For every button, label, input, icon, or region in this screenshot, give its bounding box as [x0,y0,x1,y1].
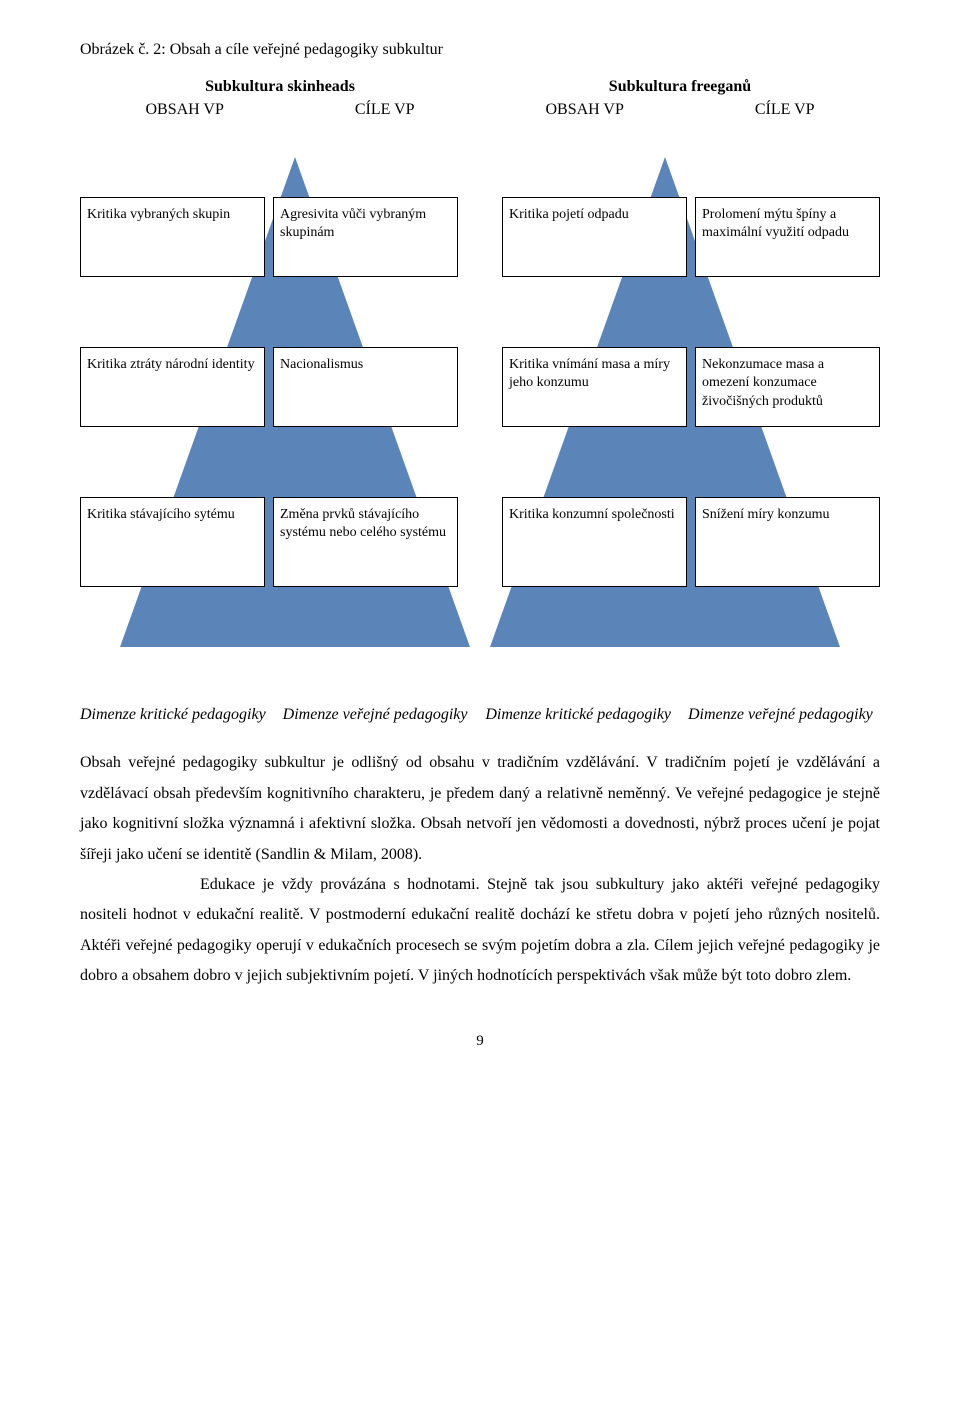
diagram-headers: Subkultura skinheads OBSAH VP CÍLE VP Su… [80,77,880,119]
box-r2-a: Kritika ztráty národní identity [80,347,265,427]
dim-a: Dimenze kritické pedagogiky [80,705,272,724]
box-r3-c: Kritika konzumní společnosti [502,497,687,587]
figure-caption: Obrázek č. 2: Obsah a cíle veřejné pedag… [80,40,880,59]
dim-b: Dimenze veřejné pedagogiky [283,705,475,724]
dim-d: Dimenze veřejné pedagogiky [688,705,880,724]
box-r2-c: Kritika vnímání masa a míry jeho konzumu [502,347,687,427]
row-2: Kritika ztráty národní identity Nacional… [80,347,880,427]
header-left: Subkultura skinheads OBSAH VP CÍLE VP [80,77,480,119]
right-obsah: OBSAH VP [545,100,623,119]
right-title: Subkultura freeganů [480,77,880,96]
dim-c: Dimenze kritické pedagogiky [485,705,677,724]
body-text: Obsah veřejné pedagogiky subkultur je od… [80,748,880,991]
box-r2-b: Nacionalismus [273,347,458,427]
box-r2-d: Nekonzumace masa a omezení konzumace živ… [695,347,880,427]
box-r1-b: Agresivita vůči vybraným skupinám [273,197,458,277]
right-cile: CÍLE VP [755,100,815,119]
header-right: Subkultura freeganů OBSAH VP CÍLE VP [480,77,880,119]
dimension-labels: Dimenze kritické pedagogiky Dimenze veře… [80,705,880,724]
box-r3-b: Změna prvků stávajícího systému nebo cel… [273,497,458,587]
paragraph-1: Obsah veřejné pedagogiky subkultur je od… [80,748,880,870]
box-r1-a: Kritika vybraných skupin [80,197,265,277]
diagram: Subkultura skinheads OBSAH VP CÍLE VP Su… [80,77,880,697]
left-obsah: OBSAH VP [145,100,223,119]
left-title: Subkultura skinheads [80,77,480,96]
box-r1-d: Prolomení mýtu špíny a maximální využití… [695,197,880,277]
page-number: 9 [80,1032,880,1050]
box-r1-c: Kritika pojetí odpadu [502,197,687,277]
row-3: Kritika stávajícího sytému Změna prvků s… [80,497,880,587]
row-1: Kritika vybraných skupin Agresivita vůči… [80,197,880,277]
left-cile: CÍLE VP [355,100,415,119]
box-r3-d: Snížení míry konzumu [695,497,880,587]
box-r3-a: Kritika stávajícího sytému [80,497,265,587]
paragraph-2: Edukace je vždy provázána s hodnotami. S… [80,870,880,992]
